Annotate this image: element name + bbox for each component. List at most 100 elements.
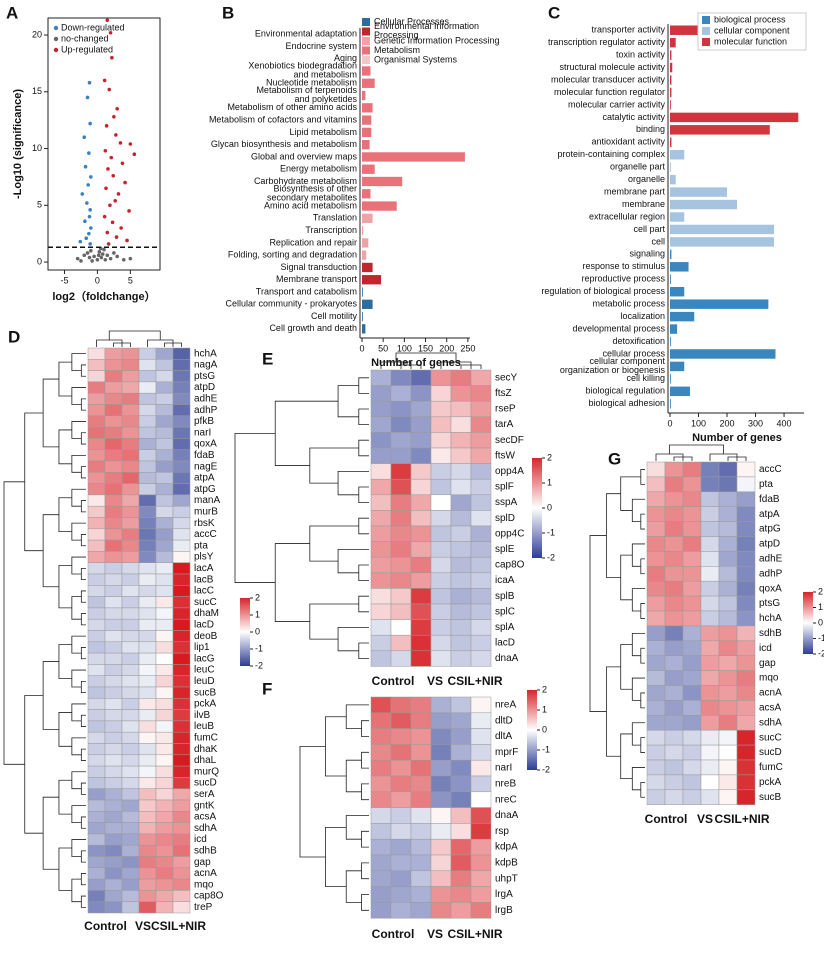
- category-label: transcription regulator activity: [548, 37, 666, 47]
- heatmap-cell: [370, 400, 392, 418]
- heatmap-cell: [104, 664, 123, 676]
- point: [88, 242, 92, 246]
- bar: [670, 187, 728, 197]
- heatmap-cell: [121, 494, 140, 507]
- heatmap-cell: [87, 392, 106, 405]
- colorbar-label: 2: [547, 452, 552, 462]
- heatmap-cell: [430, 886, 452, 903]
- heatmap-cell: [718, 670, 738, 686]
- heatmap-cell: [87, 517, 106, 530]
- heatmap-cell: [450, 728, 472, 745]
- heatmap-cell: [138, 743, 157, 756]
- category-label: Transcription: [305, 225, 357, 235]
- bar: [670, 162, 671, 172]
- heatmap-cell: [470, 886, 492, 903]
- heatmap-cell: [87, 381, 106, 394]
- dendrogram: [80, 398, 86, 411]
- heatmap-cell: [87, 438, 106, 450]
- point: [112, 114, 116, 119]
- heatmap-cell: [682, 476, 702, 493]
- gene-label: ilvB: [194, 710, 210, 721]
- heatmap-cell: [121, 856, 140, 869]
- heatmap-cell: [87, 483, 106, 496]
- heatmap-cell: [430, 494, 452, 511]
- heatmap-cell: [155, 392, 174, 405]
- heatmap-cell: [682, 506, 702, 522]
- heatmap-cell: [172, 652, 191, 665]
- bar: [670, 75, 672, 85]
- point: [103, 149, 108, 153]
- bar: [670, 386, 690, 397]
- heatmap-cell: [121, 720, 140, 733]
- category-label: molecular function regulator: [554, 87, 665, 97]
- heatmap-cell: [430, 838, 452, 856]
- gene-label: manA: [194, 495, 220, 506]
- heatmap-cell: [155, 607, 174, 620]
- legend-box: [697, 12, 807, 51]
- heatmap-cell: [450, 432, 472, 449]
- heatmap-cell: [104, 811, 123, 823]
- gene-label: splD: [495, 513, 515, 524]
- heatmap-cell: [370, 634, 392, 652]
- heatmap-cell: [646, 625, 666, 642]
- heatmap-cell: [138, 539, 157, 552]
- gene-label: lacD: [194, 619, 214, 630]
- bar: [670, 112, 799, 123]
- dendrogram: [80, 714, 86, 727]
- heatmap-cell: [736, 551, 756, 567]
- gene-label: adhP: [194, 405, 218, 416]
- group-label: VS: [427, 927, 443, 941]
- bar: [670, 324, 678, 334]
- dendrogram: [606, 666, 621, 757]
- gene-label: murB: [194, 506, 218, 517]
- dendrogram: [71, 353, 86, 371]
- colorbar-label: -2: [542, 764, 550, 774]
- dendrogram: [71, 454, 86, 473]
- heatmap-cell: [370, 870, 392, 887]
- gene-label: icd: [759, 643, 772, 654]
- legend-swatch: [702, 27, 710, 35]
- heatmap-cell: [718, 595, 738, 612]
- heatmap-cell: [155, 381, 174, 394]
- bar: [670, 361, 685, 372]
- category-label: reproductive process: [581, 274, 665, 284]
- heatmap-cell: [104, 460, 123, 473]
- dendrogram: [345, 815, 369, 840]
- colorbar-label: 2: [255, 592, 260, 602]
- heatmap-cell: [87, 664, 106, 676]
- heatmap-cell: [138, 381, 157, 394]
- gene-label: fdaB: [759, 494, 780, 505]
- dendrogram: [361, 720, 369, 737]
- gene-label: pfkB: [194, 416, 214, 427]
- heatmap-cell: [470, 902, 492, 919]
- heatmap-cell: [736, 685, 756, 701]
- bar: [670, 286, 685, 297]
- bar: [362, 115, 372, 125]
- dendrogram: [358, 595, 369, 613]
- heatmap-cell: [155, 347, 174, 360]
- heatmap-cell: [138, 765, 157, 778]
- heatmap-cell: [410, 603, 432, 620]
- heatmap-cell: [430, 572, 452, 589]
- gene-label: serA: [194, 789, 215, 800]
- heatmap-cell: [646, 491, 666, 507]
- dendrogram: [71, 596, 82, 620]
- dendrogram: [71, 387, 86, 405]
- heatmap-cell: [470, 807, 492, 824]
- heatmap-cell: [664, 729, 684, 746]
- dendrogram: [58, 497, 72, 533]
- heatmap-cell: [121, 449, 140, 462]
- point: [119, 226, 123, 230]
- colorbar-label: 2: [818, 586, 823, 596]
- heatmap-cell: [155, 811, 174, 823]
- heatmap-cell: [718, 461, 738, 478]
- heatmap-cell: [410, 510, 432, 527]
- category-label: Metabolism of cofactors and vitamins: [209, 114, 358, 124]
- point: [82, 253, 87, 258]
- y-axis-label: -Log10 (significance): [12, 89, 24, 199]
- heatmap-cell: [450, 759, 472, 777]
- heatmap-cell: [104, 415, 123, 428]
- heatmap-cell: [664, 521, 684, 537]
- heatmap-cell: [121, 867, 140, 880]
- point: [110, 220, 115, 225]
